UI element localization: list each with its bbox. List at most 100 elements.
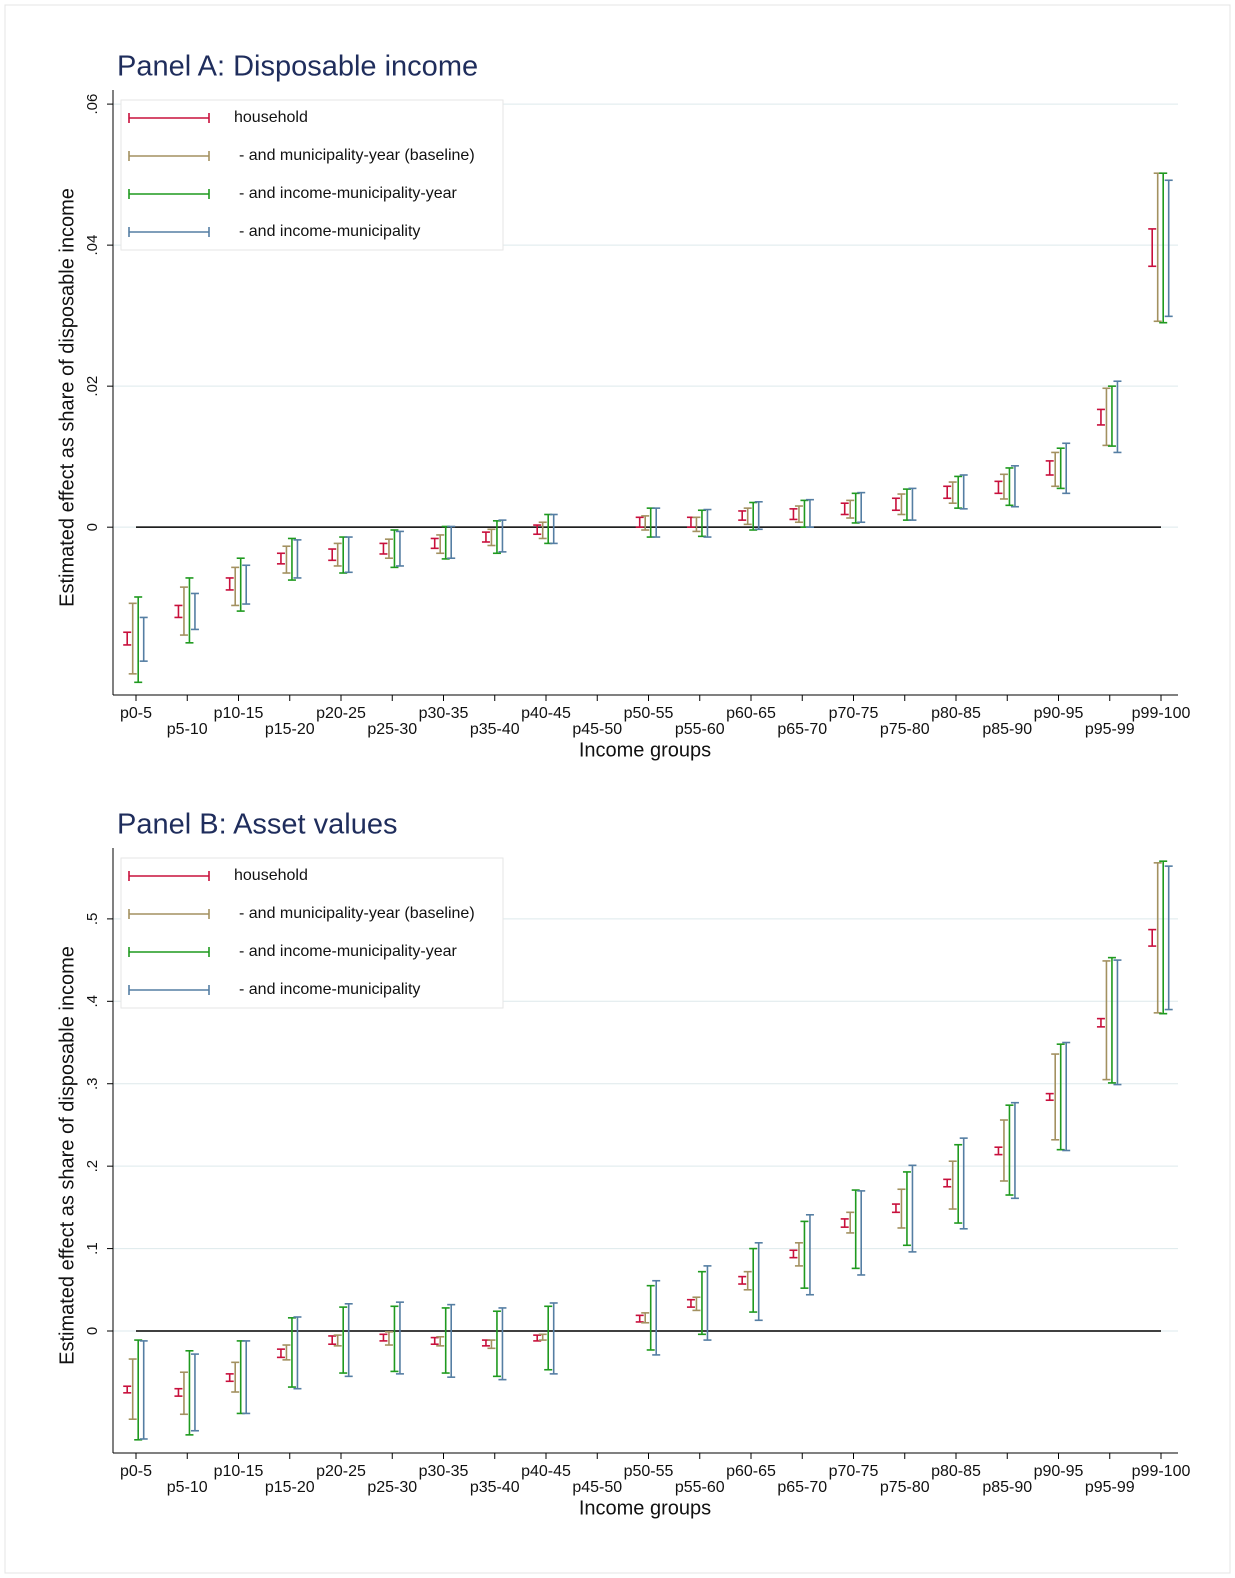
x-tick-label: p20-25 [316, 705, 366, 722]
error-bar [287, 537, 296, 581]
panel-title: Panel B: Asset values [117, 809, 398, 841]
error-bar [533, 524, 542, 536]
error-bar [743, 507, 752, 526]
x-tick-label: p60-65 [726, 1463, 776, 1480]
error-bar [851, 1189, 860, 1270]
error-bar [635, 1314, 644, 1323]
y-tick-label: .06 [84, 94, 101, 115]
legend-label: household [234, 109, 308, 126]
y-tick-label: .02 [84, 376, 101, 397]
error-bar [174, 604, 183, 619]
error-bar [185, 577, 194, 644]
legend-label: - and income-municipality-year [239, 943, 458, 960]
error-bar [1062, 442, 1071, 495]
error-bar [908, 487, 917, 521]
error-bar [1045, 460, 1054, 476]
error-bar [430, 1336, 439, 1345]
error-bar [128, 1358, 137, 1421]
error-bar [635, 516, 644, 528]
error-bar [538, 1333, 547, 1341]
error-bar [276, 1348, 285, 1359]
y-tick-label: .5 [84, 913, 101, 926]
error-bar [430, 537, 439, 550]
error-bar [333, 1334, 342, 1347]
y-axis-title: Estimated effect as share of disposable … [56, 946, 78, 1365]
error-bar [390, 1305, 399, 1373]
error-bar [846, 1211, 855, 1234]
error-bar [242, 1340, 251, 1415]
x-tick-label: p5-10 [167, 1479, 208, 1496]
error-bar [1159, 172, 1168, 324]
error-bar [749, 1247, 758, 1313]
error-bar [840, 1218, 849, 1228]
error-bar [231, 566, 240, 607]
error-bar [328, 1335, 337, 1345]
error-bar [652, 507, 661, 538]
error-bar [805, 1213, 814, 1296]
error-bar [703, 508, 712, 538]
error-bar [1005, 1104, 1014, 1196]
x-tick-label: p10-15 [214, 1463, 264, 1480]
error-bar [692, 1296, 701, 1312]
error-bar [231, 1361, 240, 1393]
error-bar [943, 485, 952, 500]
y-tick-label: 0 [84, 1327, 101, 1335]
error-bar [948, 1160, 957, 1210]
error-bar [225, 1373, 234, 1383]
error-bar [293, 1316, 302, 1390]
error-bar [344, 536, 353, 574]
x-tick-label: p90-95 [1034, 1463, 1084, 1480]
x-tick-label: p15-20 [265, 721, 315, 738]
error-bar [384, 1331, 393, 1346]
error-bar [1051, 451, 1060, 488]
error-bar [646, 1284, 655, 1351]
error-bar [447, 525, 456, 560]
error-bar [379, 1333, 388, 1342]
error-bar [225, 577, 234, 591]
error-bar [481, 531, 490, 543]
x-tick-label: p30-35 [419, 705, 469, 722]
x-tick-label: p75-80 [880, 1479, 930, 1496]
error-bar [789, 508, 798, 521]
y-axis-title: Estimated effect as share of disposable … [56, 188, 78, 607]
x-tick-label: p65-70 [777, 721, 827, 738]
x-tick-label: p50-55 [624, 1463, 674, 1480]
error-bar [123, 631, 132, 646]
error-bar [282, 1344, 291, 1361]
error-bar [1107, 956, 1116, 1084]
legend-label: - and municipality-year (baseline) [239, 147, 475, 164]
error-bar [1045, 1092, 1054, 1102]
x-tick-label: p20-25 [316, 1463, 366, 1480]
legend-label: - and income-municipality [239, 981, 420, 998]
error-bar [1148, 928, 1157, 947]
error-bar [1113, 380, 1122, 454]
error-bar [328, 548, 337, 562]
error-bar [441, 1307, 450, 1374]
error-bar [897, 1188, 906, 1229]
error-bar [139, 1340, 148, 1440]
error-bar [436, 534, 445, 555]
x-tick-label: p90-95 [1034, 705, 1084, 722]
error-bar [395, 1301, 404, 1375]
error-bar [498, 519, 507, 553]
error-bar [276, 552, 285, 565]
x-tick-label: p85-90 [982, 721, 1032, 738]
error-bar [1148, 228, 1157, 268]
error-bar [549, 513, 558, 545]
error-bar [994, 480, 1003, 495]
error-bar [891, 1203, 900, 1214]
error-bar [703, 1265, 712, 1341]
x-tick-label: p35-40 [470, 1479, 520, 1496]
error-bar [544, 1305, 553, 1371]
x-tick-label: p99-100 [1132, 1463, 1191, 1480]
error-bar [857, 1190, 866, 1276]
error-bar [1113, 959, 1122, 1086]
y-tick-label: .1 [84, 1242, 101, 1255]
error-bar [179, 586, 188, 636]
x-tick-label: p50-55 [624, 705, 674, 722]
error-bar [538, 521, 547, 540]
error-bar [959, 474, 968, 510]
error-bar [794, 505, 803, 524]
error-bar [846, 499, 855, 519]
